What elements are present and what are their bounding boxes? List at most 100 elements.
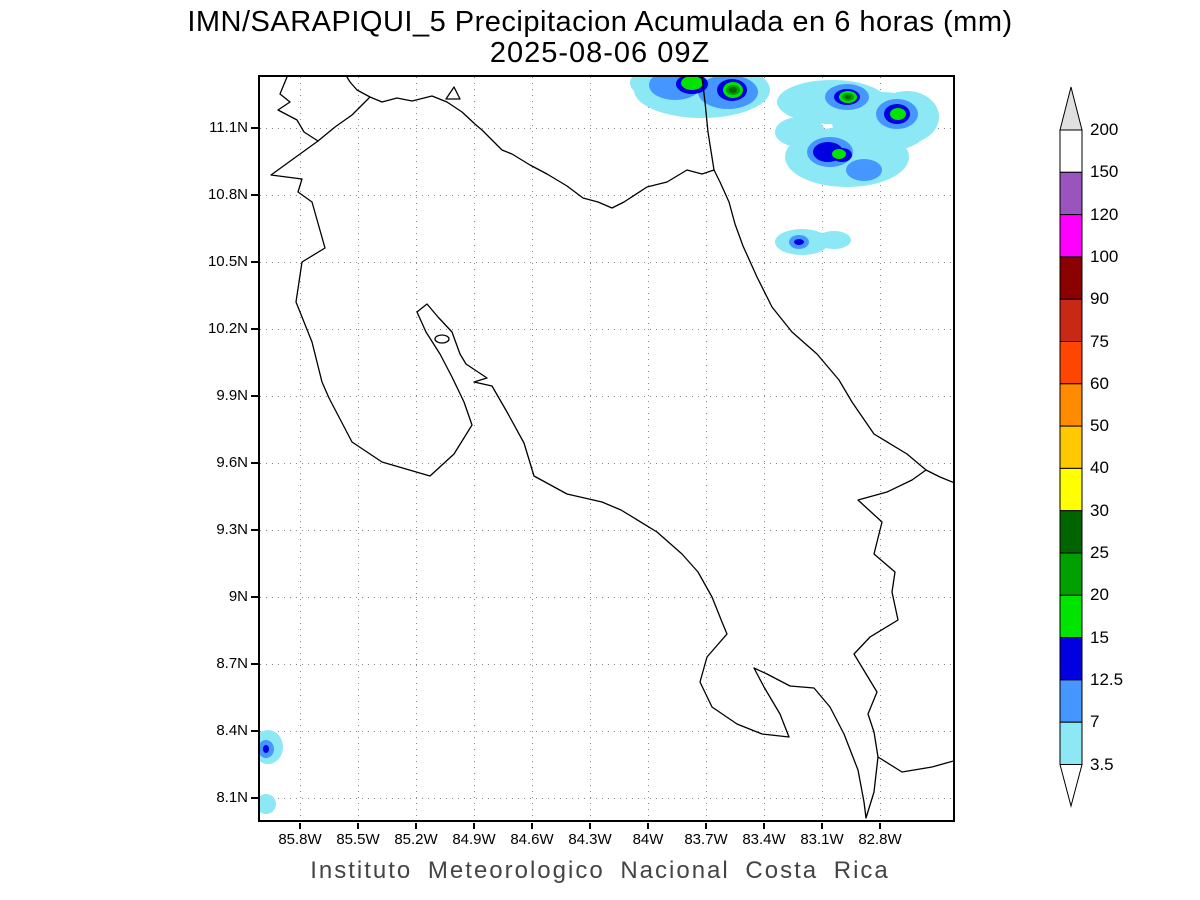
lat-tick-mark — [251, 730, 258, 732]
lon-tick-mark — [763, 823, 765, 829]
colorbar-label: 30 — [1090, 501, 1109, 520]
lon-tick-label: 84.6W — [510, 831, 554, 848]
lon-tick-mark — [299, 823, 301, 829]
precip-band-3.5-7 — [260, 77, 939, 814]
colorbar-label: 40 — [1090, 458, 1109, 477]
lon-tick-label: 85.5W — [336, 831, 380, 848]
latitude-grid-line — [260, 195, 953, 196]
lat-tick-label: 8.1N — [216, 789, 248, 806]
longitude-grid-line — [300, 77, 301, 820]
map-svg — [260, 77, 953, 819]
colorbar-band — [1059, 637, 1083, 681]
latitude-grid-line — [260, 396, 953, 397]
longitude-grid-line — [706, 77, 707, 820]
lat-tick-label: 8.7N — [216, 655, 248, 672]
colorbar-label: 12.5 — [1090, 670, 1124, 689]
lat-tick-label: 10.8N — [207, 186, 248, 203]
colorbar-label: 7 — [1090, 712, 1100, 731]
lat-tick-label: 9N — [228, 588, 248, 605]
lat-tick-mark — [251, 462, 258, 464]
lon-tick-mark — [531, 823, 533, 829]
lat-tick-label: 10.5N — [207, 253, 248, 270]
lon-tick-label: 84W — [632, 831, 664, 848]
colorbar-band — [1059, 679, 1083, 723]
colorbar-label: 25 — [1090, 543, 1109, 562]
colorbar-band — [1059, 341, 1083, 385]
latitude-grid-line — [260, 597, 953, 598]
longitude-grid-line — [474, 77, 475, 820]
lat-tick-mark — [251, 797, 258, 799]
latitude-grid-line — [260, 664, 953, 665]
latitude-grid-line — [260, 463, 953, 464]
colorbar-label: 15 — [1090, 628, 1109, 647]
lat-tick-mark — [251, 194, 258, 196]
colorbar-band — [1059, 552, 1083, 596]
latitude-grid-line — [260, 798, 953, 799]
lat-tick-mark — [251, 596, 258, 598]
figure-title: IMN/SARAPIQUI_5 Precipitacion Acumulada … — [187, 6, 1013, 38]
colorbar-band — [1059, 510, 1083, 554]
lon-tick-label: 85.2W — [394, 831, 438, 848]
lon-tick-label: 83.4W — [742, 831, 786, 848]
precip-band-15-20 — [681, 77, 906, 159]
colorbar-band — [1059, 171, 1083, 216]
lon-tick-label: 83.7W — [684, 831, 728, 848]
colorbar-label: 90 — [1090, 289, 1109, 308]
lon-tick-mark — [415, 823, 417, 829]
lat-tick-label: 9.9N — [216, 387, 248, 404]
lat-tick-label: 10.2N — [207, 320, 248, 337]
colorbar-band — [1059, 594, 1083, 639]
lon-tick-label: 84.9W — [452, 831, 496, 848]
lon-tick-mark — [473, 823, 475, 829]
latitude-grid-line — [260, 731, 953, 732]
lat-tick-label: 11.1N — [209, 119, 248, 136]
colorbar-band — [1059, 721, 1083, 766]
costa-rica-coastline-path — [270, 77, 927, 819]
colorbar-band — [1059, 298, 1083, 342]
colorbar-label: 120 — [1090, 205, 1119, 224]
colorbar-label: 3.5 — [1090, 755, 1114, 774]
chira-island — [434, 334, 450, 344]
longitude-grid-line — [358, 77, 359, 820]
lat-tick-label: 9.6N — [216, 454, 248, 471]
longitude-grid-line — [822, 77, 823, 820]
colorbar-band — [1059, 256, 1083, 300]
colorbar-label: 50 — [1090, 416, 1109, 435]
panama-pacific-coast-path — [877, 756, 953, 773]
lon-tick-mark — [589, 823, 591, 829]
colorbar-band — [1059, 129, 1083, 173]
longitude-grid-line — [764, 77, 765, 820]
lon-tick-label: 85.8W — [278, 831, 322, 848]
lat-tick-label: 8.4N — [216, 722, 248, 739]
lat-tick-mark — [251, 127, 258, 129]
lat-tick-mark — [251, 328, 258, 330]
lat-tick-mark — [251, 529, 258, 531]
longitude-grid-line — [880, 77, 881, 820]
colorbar-label: 100 — [1090, 247, 1119, 266]
colorbar-label: 75 — [1090, 332, 1109, 351]
panama-caribbean-coast-path — [925, 469, 953, 484]
precip-band-25-30 — [729, 87, 851, 99]
footer-caption: Instituto Meteorologico Nacional Costa R… — [310, 857, 890, 884]
nicaragua-caribbean-coast-path — [701, 77, 715, 171]
figure-subtitle: 2025-08-06 09Z — [489, 37, 711, 69]
longitude-grid-line — [648, 77, 649, 820]
lat-tick-mark — [251, 261, 258, 263]
lon-tick-label: 82.8W — [858, 831, 902, 848]
colorbar-band — [1059, 467, 1083, 512]
latitude-grid-line — [260, 262, 953, 263]
colorbar-band — [1059, 425, 1083, 469]
colorbar — [1059, 86, 1083, 808]
lon-tick-mark — [879, 823, 881, 829]
colorbar-label: 60 — [1090, 374, 1109, 393]
latitude-grid-line — [260, 128, 953, 129]
colorbar-label: 20 — [1090, 585, 1109, 604]
lon-tick-label: 83.1W — [800, 831, 844, 848]
colorbar-band — [1059, 214, 1083, 258]
colorbar-label: 150 — [1090, 162, 1119, 181]
lake-island — [445, 86, 461, 100]
lat-tick-mark — [251, 395, 258, 397]
lat-tick-label: 9.3N — [216, 521, 248, 538]
lon-tick-mark — [705, 823, 707, 829]
